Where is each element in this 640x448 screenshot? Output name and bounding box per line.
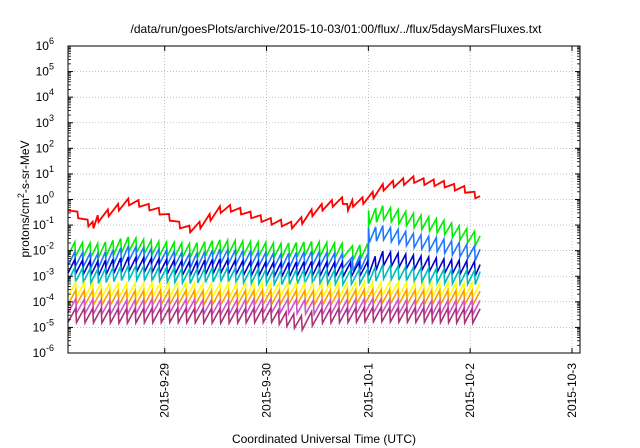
y-tick-base: 10 — [36, 141, 50, 155]
y-tick-base: 10 — [33, 218, 47, 232]
y-tick-exp: 1 — [49, 164, 54, 174]
y-axis-label-rest: -s-sr-MeV — [18, 140, 32, 193]
y-tick-label: 10-1 — [33, 215, 54, 232]
y-tick-label: 103 — [36, 113, 54, 130]
y-tick-base: 10 — [36, 65, 50, 79]
series-line — [67, 224, 481, 272]
y-tick-label: 10-3 — [33, 266, 54, 283]
series-line — [67, 278, 481, 301]
series-line — [67, 204, 481, 261]
x-tick-label: 2015-10-3 — [565, 363, 579, 418]
series-group — [67, 174, 481, 334]
y-tick-label: 10-5 — [33, 317, 54, 334]
y-tick-exp: 2 — [49, 138, 54, 148]
y-tick-exp: -4 — [46, 292, 54, 302]
y-tick-label: 106 — [36, 36, 54, 53]
x-tick-label: 2015-10-1 — [361, 363, 375, 418]
y-axis-label: protons/cm2-s-sr-MeV — [16, 140, 32, 257]
x-axis-label: Coordinated Universal Time (UTC) — [232, 432, 416, 446]
y-tick-exp: 5 — [49, 62, 54, 72]
y-tick-exp: 3 — [49, 113, 54, 123]
y-axis-label-main: protons/cm — [18, 198, 32, 257]
y-tick-label: 10-2 — [33, 241, 54, 258]
series-line — [67, 295, 481, 318]
x-axis: 2015-9-29 2015-9-30 2015-10-1 2015-10-2 2015… — [158, 46, 579, 418]
y-tick-label: 10-4 — [33, 292, 54, 309]
y-tick-exp: -2 — [46, 241, 54, 251]
y-tick-exp: -6 — [46, 343, 54, 353]
y-tick-base: 10 — [36, 90, 50, 104]
y-tick-exp: -5 — [46, 317, 54, 327]
series-line — [67, 304, 481, 334]
x-tick-label: 2015-9-29 — [158, 363, 172, 418]
grid-lines — [68, 45, 580, 354]
y-tick-base: 10 — [36, 116, 50, 130]
y-tick-label: 105 — [36, 62, 54, 79]
y-tick-base: 10 — [36, 167, 50, 181]
y-tick-exp: -1 — [46, 215, 54, 225]
plot-frame — [67, 45, 581, 354]
x-tick-label: 2015-9-30 — [260, 363, 274, 418]
y-tick-exp: 0 — [49, 190, 54, 200]
y-tick-exp: -3 — [46, 266, 54, 276]
chart-title: /data/run/goesPlots/archive/2015-10-03/0… — [131, 22, 543, 36]
y-tick-label: 101 — [36, 164, 54, 181]
series-line — [67, 286, 481, 309]
y-tick-label: 10-6 — [33, 343, 54, 360]
y-axis-label-sup: 2 — [16, 193, 26, 198]
y-tick-label: 104 — [36, 87, 54, 104]
y-axis: 10610510410310210110010-110-210-310-410-… — [33, 36, 580, 360]
y-tick-label: 102 — [36, 138, 54, 155]
y-tick-base: 10 — [33, 244, 47, 258]
y-tick-base: 10 — [33, 346, 47, 360]
y-tick-base: 10 — [36, 39, 50, 53]
y-tick-label: 100 — [36, 190, 54, 207]
y-tick-base: 10 — [36, 193, 50, 207]
y-tick-exp: 6 — [49, 36, 54, 46]
y-tick-base: 10 — [33, 320, 47, 334]
y-tick-base: 10 — [33, 269, 47, 283]
series-line — [67, 262, 481, 288]
y-tick-exp: 4 — [49, 87, 54, 97]
series-line — [67, 174, 481, 235]
y-tick-base: 10 — [33, 295, 47, 309]
x-tick-label: 2015-10-2 — [463, 363, 477, 418]
